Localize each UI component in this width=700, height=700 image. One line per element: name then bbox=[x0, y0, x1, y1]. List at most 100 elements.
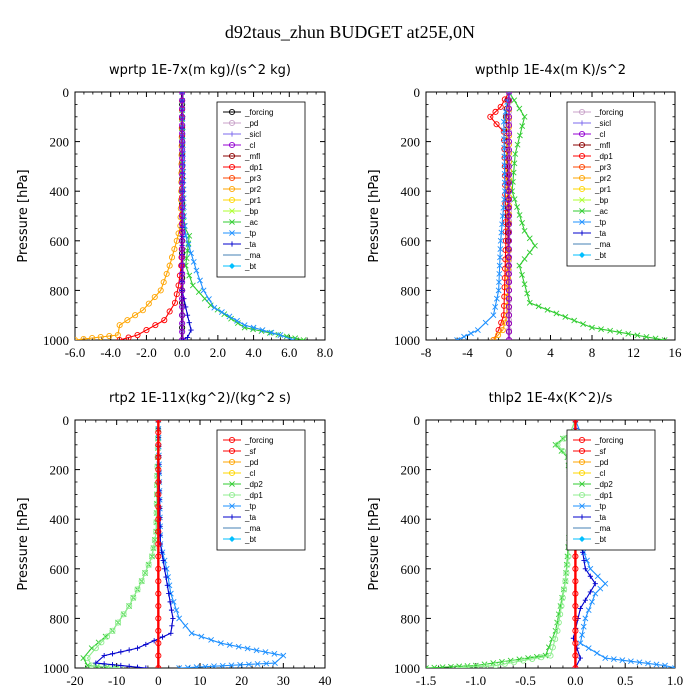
legend-marker bbox=[578, 491, 586, 499]
legend-label: _sf bbox=[594, 447, 606, 456]
data-point bbox=[579, 632, 585, 638]
data-point bbox=[505, 262, 513, 269]
legend: _forcing _sf _pd _cl _dp2 _dp1 _tp _ta _ma _bt bbox=[216, 429, 306, 551]
data-point bbox=[171, 246, 178, 253]
x-tick-label: 8.0 bbox=[317, 345, 333, 360]
x-tick-label: 12 bbox=[627, 345, 640, 360]
series-line-dp1 bbox=[86, 420, 159, 668]
x-tick-label: 8 bbox=[589, 345, 596, 360]
data-point bbox=[505, 229, 513, 236]
data-point bbox=[101, 661, 107, 667]
data-point bbox=[505, 279, 513, 286]
data-point bbox=[124, 317, 131, 324]
data-point bbox=[179, 221, 186, 228]
data-point bbox=[592, 590, 599, 597]
y-tick-label: 0 bbox=[414, 413, 421, 428]
data-point bbox=[572, 565, 579, 572]
data-point bbox=[202, 663, 209, 668]
data-point bbox=[585, 645, 592, 652]
data-point bbox=[173, 607, 180, 614]
legend-marker bbox=[578, 141, 586, 149]
data-point bbox=[193, 664, 200, 668]
data-point bbox=[166, 591, 172, 597]
data-point bbox=[237, 661, 244, 668]
data-point bbox=[152, 322, 159, 329]
data-point bbox=[189, 282, 196, 289]
legend-marker bbox=[578, 163, 586, 171]
legend-marker bbox=[578, 130, 586, 138]
panel-thlp2: thlp2 1E-4x(K^2)/s Pressure [hPa] -1.5 -1.0… bbox=[367, 391, 683, 688]
data-point bbox=[501, 660, 508, 667]
legend-marker bbox=[578, 535, 586, 543]
legend-marker bbox=[578, 469, 586, 477]
panel-rtp2: rtp2 1E-11x(kg^2)/(kg^2 s) Pressure [hPa]… bbox=[16, 391, 332, 688]
data-point bbox=[179, 229, 186, 236]
data-point bbox=[560, 435, 566, 442]
data-point bbox=[179, 328, 186, 335]
data-point bbox=[501, 136, 507, 143]
legend-label: _pr1 bbox=[594, 185, 612, 194]
y-tick-label: 600 bbox=[50, 562, 70, 577]
data-point bbox=[505, 105, 513, 112]
x-tick-label: 16 bbox=[669, 345, 683, 360]
data-point bbox=[272, 660, 278, 666]
data-point bbox=[179, 146, 186, 153]
data-point bbox=[532, 242, 538, 249]
legend-marker bbox=[229, 241, 235, 247]
figure-title: d92taus_zhun BUDGET at25E,0N bbox=[225, 22, 475, 42]
data-point bbox=[580, 321, 587, 327]
data-point bbox=[226, 313, 233, 320]
data-point bbox=[155, 503, 162, 510]
data-point bbox=[500, 118, 507, 125]
data-point bbox=[182, 622, 189, 629]
x-tick-label: -1.5 bbox=[416, 673, 437, 688]
data-point bbox=[179, 204, 186, 211]
data-point bbox=[454, 337, 461, 340]
data-point bbox=[452, 664, 459, 668]
data-point bbox=[193, 267, 200, 274]
data-point bbox=[514, 204, 521, 210]
data-point bbox=[516, 212, 523, 218]
y-tick-label: 800 bbox=[50, 283, 70, 298]
data-point bbox=[195, 289, 202, 295]
y-tick-label: 800 bbox=[401, 611, 421, 626]
data-point bbox=[505, 204, 513, 211]
data-point bbox=[500, 204, 507, 211]
data-point bbox=[179, 138, 186, 145]
y-axis-label: Pressure [hPa] bbox=[16, 497, 31, 590]
data-point bbox=[584, 557, 590, 564]
data-point bbox=[496, 262, 503, 269]
data-point bbox=[219, 662, 226, 668]
data-point bbox=[565, 553, 572, 560]
data-point bbox=[619, 657, 626, 664]
data-point bbox=[175, 282, 182, 289]
data-point bbox=[157, 287, 164, 294]
legend-label: _ta bbox=[594, 229, 607, 238]
data-point bbox=[179, 295, 186, 302]
data-point bbox=[587, 573, 593, 579]
x-tick-label: 10 bbox=[194, 673, 207, 688]
data-point bbox=[505, 113, 513, 120]
data-point bbox=[168, 607, 175, 613]
data-point bbox=[125, 334, 132, 340]
legend-label: _ta bbox=[244, 240, 257, 249]
data-point bbox=[514, 141, 521, 148]
data-point bbox=[610, 656, 617, 663]
data-point bbox=[587, 565, 594, 572]
data-point bbox=[598, 326, 604, 333]
data-point bbox=[562, 578, 569, 585]
legend-marker bbox=[579, 120, 585, 126]
data-point bbox=[143, 665, 149, 668]
data-point bbox=[585, 607, 592, 614]
data-point bbox=[672, 665, 675, 668]
legend-marker bbox=[228, 152, 236, 160]
data-point bbox=[149, 553, 156, 560]
data-point bbox=[597, 585, 604, 592]
data-point bbox=[126, 663, 132, 668]
data-point bbox=[179, 270, 186, 277]
data-point bbox=[557, 611, 564, 618]
legend-label: _forcing bbox=[594, 436, 623, 445]
legend-label: _ma bbox=[594, 524, 611, 533]
data-point bbox=[155, 553, 162, 560]
data-point bbox=[93, 660, 99, 666]
